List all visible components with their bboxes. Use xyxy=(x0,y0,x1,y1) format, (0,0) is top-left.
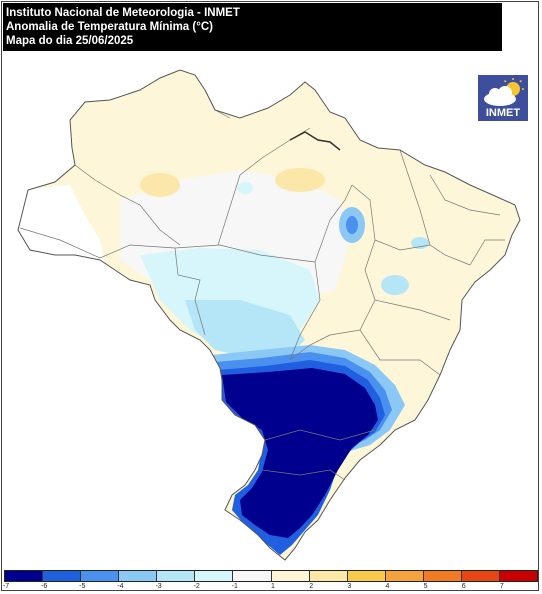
legend-tick-label: -5 xyxy=(79,583,86,590)
legend-swatch xyxy=(81,571,120,581)
legend-swatch xyxy=(500,571,538,581)
legend-tick-label: 2 xyxy=(309,583,314,590)
legend-tick-label: -2 xyxy=(193,583,200,590)
legend-tick-label: 4 xyxy=(385,583,390,590)
legend-tick-label: -1 xyxy=(231,583,238,590)
legend-swatch xyxy=(119,571,158,581)
legend-tick-label: 3 xyxy=(347,583,352,590)
legend-swatch xyxy=(157,571,196,581)
logo-label: INMET xyxy=(485,107,521,119)
legend-tick-label: 1 xyxy=(271,583,275,590)
legend-swatch xyxy=(385,571,424,581)
legend-tick-label: -4 xyxy=(117,583,124,590)
legend-swatch xyxy=(309,571,348,581)
legend-tick-label: -3 xyxy=(155,583,162,590)
anomaly-map xyxy=(17,69,521,561)
legend-swatch xyxy=(347,571,386,581)
legend-tick-label: 5 xyxy=(423,583,428,590)
legend-swatch xyxy=(43,571,82,581)
legend-swatch xyxy=(271,571,310,581)
legend-swatch xyxy=(423,571,462,581)
inmet-logo: INMET xyxy=(478,75,528,121)
header-institution: Instituto Nacional de Meteorologia - INM… xyxy=(6,7,240,19)
legend-tick-label: -7 xyxy=(2,583,10,590)
legend-swatch xyxy=(5,571,44,581)
legend-tick-label: 6 xyxy=(461,583,466,590)
color-legend xyxy=(4,570,538,582)
map-header: Instituto Nacional de Meteorologia - INM… xyxy=(3,3,502,51)
cloud-sun-icon xyxy=(484,78,524,106)
legend-ticks: -7 -6 -5 -4 -3 -2 -1 1 2 3 4 5 6 7 xyxy=(0,583,542,593)
legend-swatch xyxy=(461,571,501,581)
header-date: Mapa do dia 25/06/2025 xyxy=(6,35,134,47)
legend-tick-label: 7 xyxy=(499,583,504,590)
legend-swatch xyxy=(195,571,234,581)
legend-tick-label: -6 xyxy=(41,583,48,590)
legend-swatch xyxy=(233,571,272,581)
header-title: Anomalia de Temperatura Mínima (°C) xyxy=(6,21,213,33)
